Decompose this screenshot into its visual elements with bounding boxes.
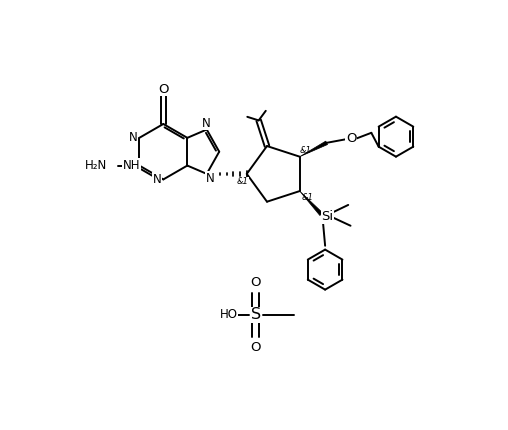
Text: NH: NH: [123, 159, 140, 172]
Text: S: S: [250, 307, 261, 322]
Text: &1: &1: [300, 146, 312, 155]
Text: &1: &1: [237, 177, 249, 186]
Text: H₂N: H₂N: [85, 159, 107, 172]
Text: N: N: [205, 172, 214, 185]
Text: Si: Si: [322, 210, 333, 223]
Polygon shape: [300, 141, 328, 157]
Text: O: O: [346, 132, 357, 145]
Text: HO: HO: [220, 308, 238, 322]
Polygon shape: [300, 191, 323, 215]
Text: N: N: [153, 173, 162, 186]
Text: O: O: [250, 341, 261, 354]
Text: O: O: [158, 83, 169, 96]
Text: &1: &1: [301, 193, 313, 202]
Text: N: N: [129, 131, 138, 144]
Text: O: O: [250, 276, 261, 289]
Text: N: N: [202, 117, 211, 130]
